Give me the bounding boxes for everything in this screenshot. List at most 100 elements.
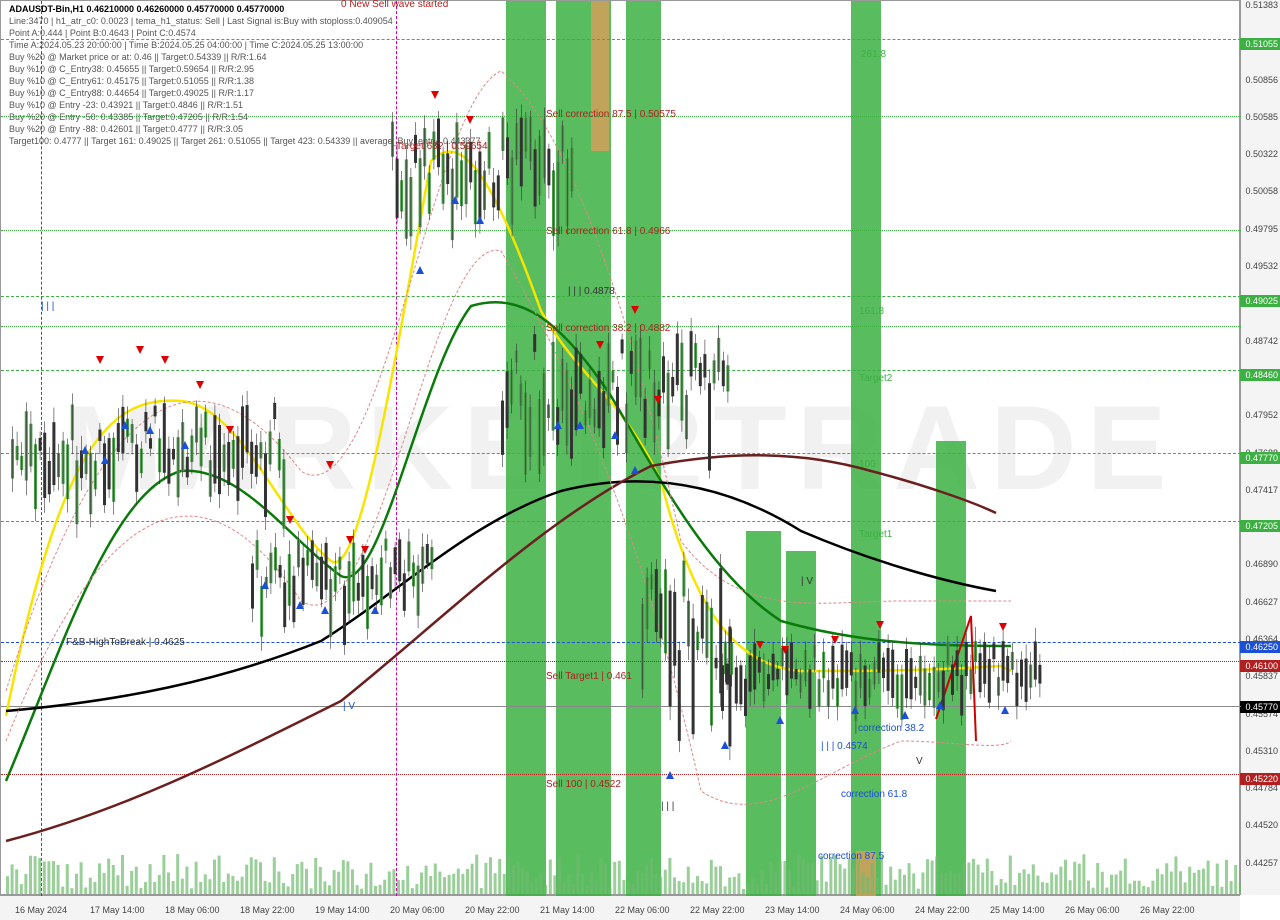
hline xyxy=(1,706,1241,707)
arrow-up-icon xyxy=(101,456,109,464)
arrow-down-icon xyxy=(161,356,169,364)
annotation: | V xyxy=(343,701,355,712)
y-axis: 0.513830.511200.508560.505850.503220.500… xyxy=(1240,0,1280,895)
green-band xyxy=(851,1,881,896)
arrow-down-icon xyxy=(756,641,764,649)
annotation: correction 38.2 xyxy=(858,723,924,734)
annotation: F&B-HighToBreak | 0.4625 xyxy=(66,637,185,648)
arrow-up-icon xyxy=(721,741,729,749)
hline xyxy=(1,774,1241,775)
x-axis-label: 22 May 22:00 xyxy=(690,905,745,915)
price-tag: 0.49025 xyxy=(1240,295,1280,307)
y-axis-label: 0.46627 xyxy=(1245,597,1278,607)
arrow-up-icon xyxy=(476,216,484,224)
hline xyxy=(1,370,1241,371)
y-axis-label: 0.49795 xyxy=(1245,224,1278,234)
y-axis-label: 0.45837 xyxy=(1245,671,1278,681)
orange-band xyxy=(591,1,609,151)
arrow-up-icon xyxy=(776,716,784,724)
arrow-up-icon xyxy=(321,606,329,614)
arrow-down-icon xyxy=(361,546,369,554)
price-tag: 0.46250 xyxy=(1240,641,1280,653)
price-tag: 0.46100 xyxy=(1240,660,1280,672)
hline xyxy=(1,296,1241,297)
arrow-down-icon xyxy=(876,621,884,629)
price-tag: 0.47770 xyxy=(1240,452,1280,464)
arrow-up-icon xyxy=(554,421,562,429)
arrow-down-icon xyxy=(96,356,104,364)
y-axis-label: 0.47417 xyxy=(1245,485,1278,495)
green-band xyxy=(626,1,661,896)
price-tag: 0.51055 xyxy=(1240,38,1280,50)
x-axis-label: 23 May 14:00 xyxy=(765,905,820,915)
arrow-down-icon xyxy=(596,341,604,349)
arrow-down-icon xyxy=(326,461,334,469)
arrow-down-icon xyxy=(831,636,839,644)
annotation: correction 87.5 xyxy=(818,851,884,862)
arrow-up-icon xyxy=(261,581,269,589)
price-tag: 0.45770 xyxy=(1240,701,1280,713)
y-axis-label: 0.50585 xyxy=(1245,112,1278,122)
title-line: ADAUSDT-Bin,H1 0.46210000 0.46260000 0.4… xyxy=(9,3,481,15)
annotation: | | | 0.4878 xyxy=(568,286,615,297)
green-band xyxy=(746,531,781,896)
y-axis-label: 0.46890 xyxy=(1245,559,1278,569)
arrow-down-icon xyxy=(781,646,789,654)
annotation: Sell correction 38.2 | 0.4882 xyxy=(546,323,670,334)
hline xyxy=(1,521,1241,522)
arrow-up-icon xyxy=(576,421,584,429)
watermark: MARKET2TRADE xyxy=(63,379,1176,517)
arrow-up-icon xyxy=(631,466,639,474)
x-axis-label: 24 May 06:00 xyxy=(840,905,895,915)
arrow-down-icon xyxy=(196,381,204,389)
annotation: Target1 xyxy=(859,529,892,540)
arrow-down-icon xyxy=(286,516,294,524)
arrow-up-icon xyxy=(146,426,154,434)
annotation: | | | xyxy=(661,801,674,812)
x-axis-label: 21 May 14:00 xyxy=(540,905,595,915)
arrow-down-icon xyxy=(999,623,1007,631)
arrow-up-icon xyxy=(371,606,379,614)
annotation: 100 xyxy=(859,459,876,470)
x-axis-label: 20 May 22:00 xyxy=(465,905,520,915)
y-axis-label: 0.48742 xyxy=(1245,336,1278,346)
arrow-up-icon xyxy=(901,711,909,719)
arrow-up-icon xyxy=(416,266,424,274)
hline xyxy=(1,642,1241,643)
price-tag: 0.48460 xyxy=(1240,369,1280,381)
arrow-up-icon xyxy=(81,446,89,454)
arrow-down-icon xyxy=(136,346,144,354)
annotation: | | | xyxy=(41,301,54,312)
y-axis-label: 0.49532 xyxy=(1245,261,1278,271)
y-axis-label: 0.47952 xyxy=(1245,410,1278,420)
hline xyxy=(1,661,1241,662)
x-axis: 16 May 202417 May 14:0018 May 06:0018 Ma… xyxy=(0,895,1240,920)
arrow-down-icon xyxy=(226,426,234,434)
arrow-up-icon xyxy=(936,701,944,709)
x-axis-label: 24 May 22:00 xyxy=(915,905,970,915)
price-tag: 0.47205 xyxy=(1240,520,1280,532)
annotation: | V xyxy=(801,576,813,587)
arrow-up-icon xyxy=(121,421,129,429)
x-axis-label: 25 May 14:00 xyxy=(990,905,1045,915)
arrow-up-icon xyxy=(1001,706,1009,714)
annotation: V xyxy=(916,756,923,767)
arrow-down-icon xyxy=(631,306,639,314)
y-axis-label: 0.45310 xyxy=(1245,746,1278,756)
green-band xyxy=(936,441,966,896)
arrow-up-icon xyxy=(451,196,459,204)
annotation: Target2 xyxy=(859,373,892,384)
arrow-up-icon xyxy=(296,601,304,609)
y-axis-label: 0.51383 xyxy=(1245,0,1278,10)
x-axis-label: 20 May 06:00 xyxy=(390,905,445,915)
arrow-up-icon xyxy=(666,771,674,779)
x-axis-label: 18 May 06:00 xyxy=(165,905,220,915)
x-axis-label: 22 May 06:00 xyxy=(615,905,670,915)
annotation: Sell correction 61.8 | 0.4966 xyxy=(546,226,670,237)
info-panel: ADAUSDT-Bin,H1 0.46210000 0.46260000 0.4… xyxy=(9,3,481,147)
annotation: 161.8 xyxy=(859,306,884,317)
annotation: | | | 0.4574 xyxy=(821,741,868,752)
annotation: Sell Target1 | 0.461 xyxy=(546,671,632,682)
x-axis-label: 19 May 14:00 xyxy=(315,905,370,915)
chart-area[interactable]: MARKET2TRADE ADAUSDT-Bin,H1 0.46210000 0… xyxy=(0,0,1240,895)
